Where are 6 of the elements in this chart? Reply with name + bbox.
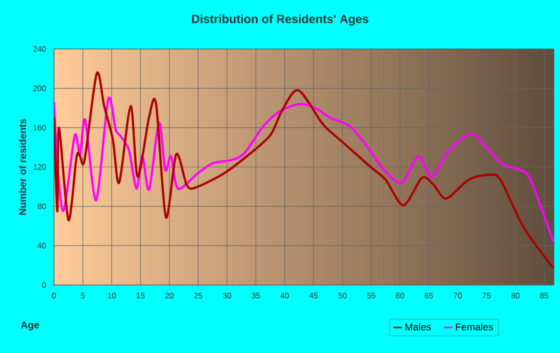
chart-title: Distribution of Residents' Ages (192, 14, 368, 26)
x-axis-title: Age (20, 322, 40, 330)
line-series (54, 72, 554, 270)
legend-label: Males (405, 323, 431, 330)
legend-label: Females (456, 323, 494, 330)
y-axis-title: Number of residents (18, 118, 26, 215)
